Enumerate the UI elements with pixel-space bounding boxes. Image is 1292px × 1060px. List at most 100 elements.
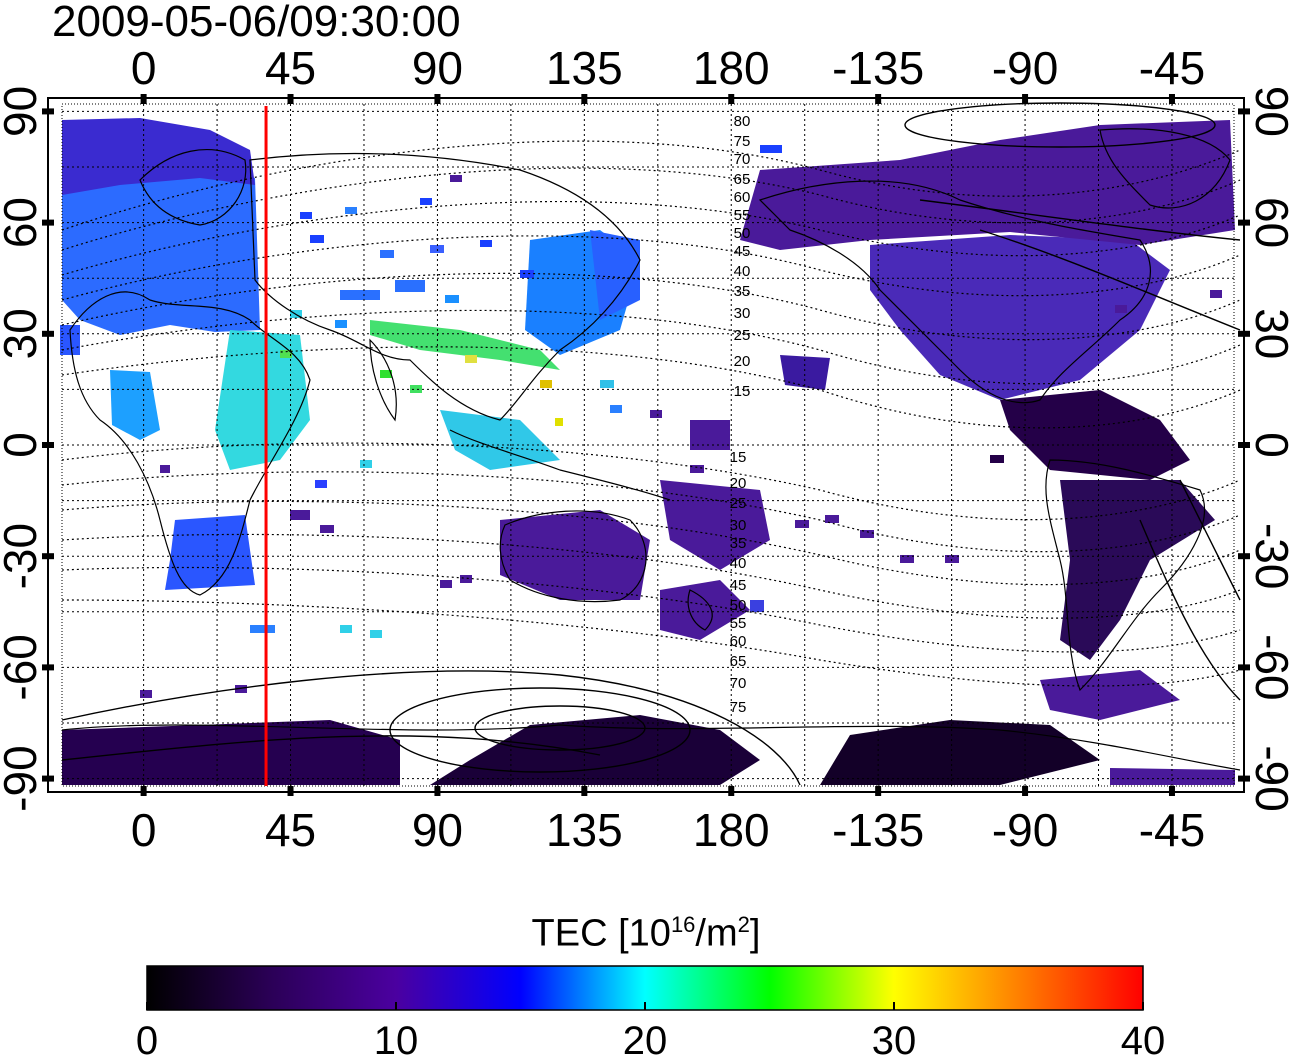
x-tick-bottom xyxy=(140,786,147,796)
colorbar-ticks: 0 10 20 30 40 xyxy=(136,1002,1165,1060)
colorbar-title-exp1: 16 xyxy=(670,912,696,937)
coastline-greenland xyxy=(1099,128,1231,209)
tec-region-kamchatka xyxy=(780,355,830,390)
tec-region-pacific-islands xyxy=(660,480,770,570)
y-tick-left xyxy=(42,664,54,671)
contour-label: 30 xyxy=(730,517,747,534)
coastline-scandinavia xyxy=(139,149,247,226)
tec-map: 0 45 90 135 180 -135 -90 -45 0 45 90 135 180 -135 -90… xyxy=(0,42,1292,856)
x-tick-label-top: -135 xyxy=(832,42,924,94)
coastline-asia xyxy=(249,152,641,421)
tec-region-southafrica xyxy=(165,515,255,590)
x-tick-label-top: 180 xyxy=(693,42,770,94)
x-tick-top xyxy=(1022,94,1029,104)
contour-label: 35 xyxy=(734,283,751,300)
y-tick-label-right: 90 xyxy=(1246,86,1292,137)
y-tick-right xyxy=(1238,664,1250,671)
x-tick-label-bottom: -90 xyxy=(992,804,1058,856)
y-tick-label-right: -30 xyxy=(1246,523,1292,589)
colorbar-title-prefix: TEC [10 xyxy=(531,912,671,955)
tec-region-northamerica xyxy=(870,235,1170,400)
x-tick-top xyxy=(287,94,294,104)
contour-label: 50 xyxy=(734,225,751,242)
solid-contours xyxy=(61,102,1241,786)
tec-region-nz xyxy=(660,580,750,640)
y-tick-label-right: 0 xyxy=(1246,432,1292,458)
y-tick-label-left: -90 xyxy=(0,745,46,811)
tec-region-japan-band xyxy=(590,230,640,320)
plot-inner-frame xyxy=(61,103,1235,787)
x-tick-top xyxy=(728,94,735,104)
grid-lines xyxy=(62,104,1234,786)
y-tick-label-left: 30 xyxy=(0,308,46,359)
y-tick-left xyxy=(42,553,54,560)
coastline-northamerica xyxy=(758,180,1151,404)
contour-label: 35 xyxy=(730,535,747,552)
contour-lines xyxy=(61,140,1241,687)
contour-label: 60 xyxy=(730,633,747,650)
contour-label: 70 xyxy=(734,151,751,168)
x-tick-bottom xyxy=(581,786,588,796)
colorbar-tick-label: 40 xyxy=(1121,1019,1166,1060)
y-axis-right-labels: 90 60 30 0 -30 -60 -90 xyxy=(1246,86,1292,812)
contour-label: 80 xyxy=(734,113,751,130)
contour-label: 20 xyxy=(730,475,747,492)
contour-label: 15 xyxy=(734,383,751,400)
x-tick-bottom xyxy=(287,786,294,796)
x-tick-label-top: -45 xyxy=(1139,42,1205,94)
x-tick-bottom xyxy=(1022,786,1029,796)
x-axis-bottom-labels: 0 45 90 135 180 -135 -90 -45 xyxy=(131,804,1205,856)
x-tick-label-bottom: 45 xyxy=(265,804,316,856)
x-tick-top xyxy=(140,94,147,104)
timestamp-title: 2009-05-06/09:30:00 xyxy=(52,0,461,46)
colorbar-tick-label: 30 xyxy=(872,1019,917,1060)
contour-label: 25 xyxy=(734,327,751,344)
contour-label: 30 xyxy=(734,305,751,322)
coastline-india xyxy=(369,338,397,422)
x-tick-label-bottom: 90 xyxy=(412,804,463,856)
x-tick-bottom xyxy=(728,786,735,796)
coastline-europe-africa xyxy=(69,291,311,596)
y-tick-label-left: 60 xyxy=(0,197,46,248)
tec-data-layer xyxy=(60,118,1235,785)
y-tick-left xyxy=(42,108,54,115)
x-tick-label-bottom: -135 xyxy=(832,804,924,856)
y-tick-right xyxy=(1238,553,1250,560)
tec-region-antarctic-west xyxy=(62,720,400,785)
contour-label: 75 xyxy=(730,699,747,716)
x-tick-label-top: 0 xyxy=(131,42,157,94)
tec-region-centralamerica xyxy=(1000,390,1190,480)
colorbar-title-unit: /m xyxy=(695,912,738,955)
x-tick-label-top: -90 xyxy=(992,42,1058,94)
tec-region-indonesia xyxy=(440,410,560,470)
y-tick-right xyxy=(1238,442,1250,448)
tec-region-europe xyxy=(62,170,260,335)
contour-label: 40 xyxy=(730,555,747,572)
colorbar-title-exp2: 2 xyxy=(737,912,750,937)
colorbar-title: TEC [1016/m2] xyxy=(0,902,1292,957)
x-axis-top-labels: 0 45 90 135 180 -135 -90 -45 xyxy=(131,42,1205,94)
coastline-indonesia xyxy=(449,429,671,501)
x-tick-top xyxy=(875,94,882,104)
contour-label: 15 xyxy=(730,449,747,466)
contour-label: 75 xyxy=(734,133,751,150)
tec-region-antarctic-mid xyxy=(430,715,760,785)
y-tick-left xyxy=(42,442,54,448)
x-tick-label-bottom: 180 xyxy=(693,804,770,856)
tec-region-scandinavia xyxy=(62,118,255,195)
contour-label: 55 xyxy=(730,615,747,632)
colorbar: 0 10 20 30 40 xyxy=(136,965,1165,1060)
x-tick-top xyxy=(434,94,441,104)
contour-label: 45 xyxy=(734,243,751,260)
x-tick-label-top: 45 xyxy=(265,42,316,94)
y-tick-label-left: 90 xyxy=(0,86,46,137)
coastline-newzealand xyxy=(687,589,713,631)
y-tick-left xyxy=(42,330,54,337)
y-tick-right xyxy=(1238,219,1250,226)
x-tick-label-bottom: 135 xyxy=(546,804,623,856)
contour-label: 60 xyxy=(734,189,751,206)
y-tick-label-right: 60 xyxy=(1246,197,1292,248)
y-tick-left xyxy=(42,775,54,782)
axis-ticks xyxy=(42,94,1250,796)
